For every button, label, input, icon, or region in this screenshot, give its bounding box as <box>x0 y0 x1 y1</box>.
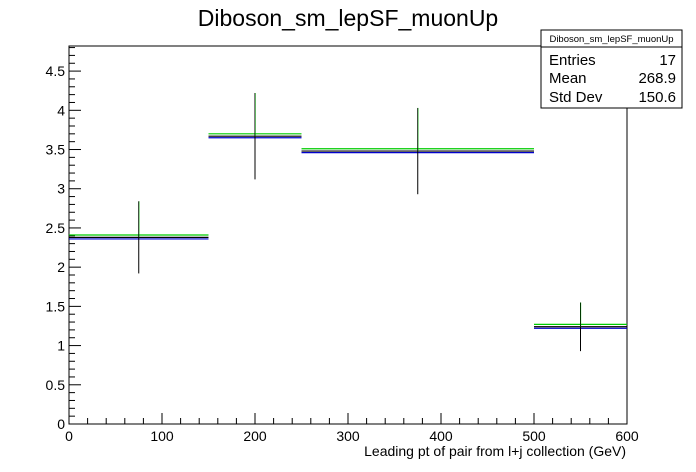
stats-entries-label: Entries <box>549 52 596 69</box>
y-tick-label: 2 <box>57 259 65 275</box>
y-tick-label: 0.5 <box>46 377 66 393</box>
x-tick-label: 100 <box>150 428 174 444</box>
x-tick-label: 300 <box>336 428 360 444</box>
y-tick-label: 0 <box>57 416 65 432</box>
stats-box-title: Diboson_sm_lepSF_muonUp <box>549 34 673 45</box>
y-tick-label: 2.5 <box>46 220 66 236</box>
x-tick-label: 200 <box>243 428 267 444</box>
y-tick-label: 1.5 <box>46 298 66 314</box>
x-tick-label: 400 <box>429 428 453 444</box>
histogram-bins <box>69 93 627 352</box>
y-tick-label: 3 <box>57 181 65 197</box>
stats-box: Diboson_sm_lepSF_muonUp Entries 17 Mean … <box>540 29 683 109</box>
stats-stddev-value: 150.6 <box>638 89 676 106</box>
y-tick-label: 1 <box>57 338 65 354</box>
stats-mean-value: 268.9 <box>638 70 676 87</box>
chart-title: Diboson_sm_lepSF_muonUp <box>198 5 498 31</box>
x-tick-label: 600 <box>615 428 639 444</box>
axes: 0 100 200 300 400 500 600 0 0.5 1 1.5 2 2.5 3 3.5 4 4.5 <box>46 45 639 444</box>
y-tick-label: 3.5 <box>46 142 66 158</box>
x-tick-label: 500 <box>522 428 546 444</box>
y-tick-label: 4 <box>57 102 65 118</box>
stats-mean-label: Mean <box>549 70 587 87</box>
x-tick-label: 0 <box>65 428 73 444</box>
y-tick-label: 4.5 <box>46 63 66 79</box>
stats-box-frame <box>540 29 683 109</box>
x-axis-label: Leading pt of pair from l+j collection (… <box>364 443 626 459</box>
stats-stddev-label: Std Dev <box>549 89 603 106</box>
stats-entries-value: 17 <box>659 52 676 69</box>
